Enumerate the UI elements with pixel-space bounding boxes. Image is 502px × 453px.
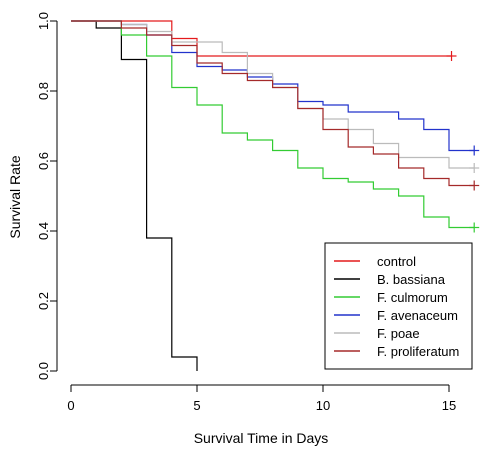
- series-line: [71, 20, 452, 57]
- y-tick-label: 0.8: [36, 82, 51, 100]
- legend-entry: F. poae: [377, 326, 420, 341]
- y-tick-label: 0.2: [36, 292, 51, 310]
- x-tick-label: 15: [442, 398, 456, 413]
- y-tick-label: 0.0: [36, 362, 51, 380]
- plot-area: [71, 20, 480, 371]
- x-tick-label: 0: [67, 398, 74, 413]
- legend-entry: B. bassiana: [377, 272, 446, 287]
- series-line: [71, 20, 475, 229]
- series-line: [71, 20, 475, 187]
- legend-entry: F. culmorum: [377, 290, 448, 305]
- legend-box: [324, 242, 473, 370]
- axes: 0 5 10 15 0.0 0.2 0.4 0.6 0.8 1.0: [36, 12, 456, 413]
- series-line: [71, 20, 198, 371]
- legend: control B. bassiana F. culmorum F. avenaceu…: [324, 242, 473, 370]
- legend-entry: F. avenaceum: [377, 308, 458, 323]
- x-tick-label: 10: [316, 398, 330, 413]
- x-axis-title: Survival Time in Days: [194, 430, 329, 446]
- legend-entry: F. proliferatum: [377, 344, 459, 359]
- y-axis-title: Survival Rate: [7, 155, 23, 238]
- y-tick-label: 0.6: [36, 152, 51, 170]
- y-tick-label: 0.4: [36, 222, 51, 240]
- y-tick-label: 1.0: [36, 12, 51, 30]
- x-tick-label: 5: [193, 398, 200, 413]
- legend-entry: control: [377, 254, 416, 269]
